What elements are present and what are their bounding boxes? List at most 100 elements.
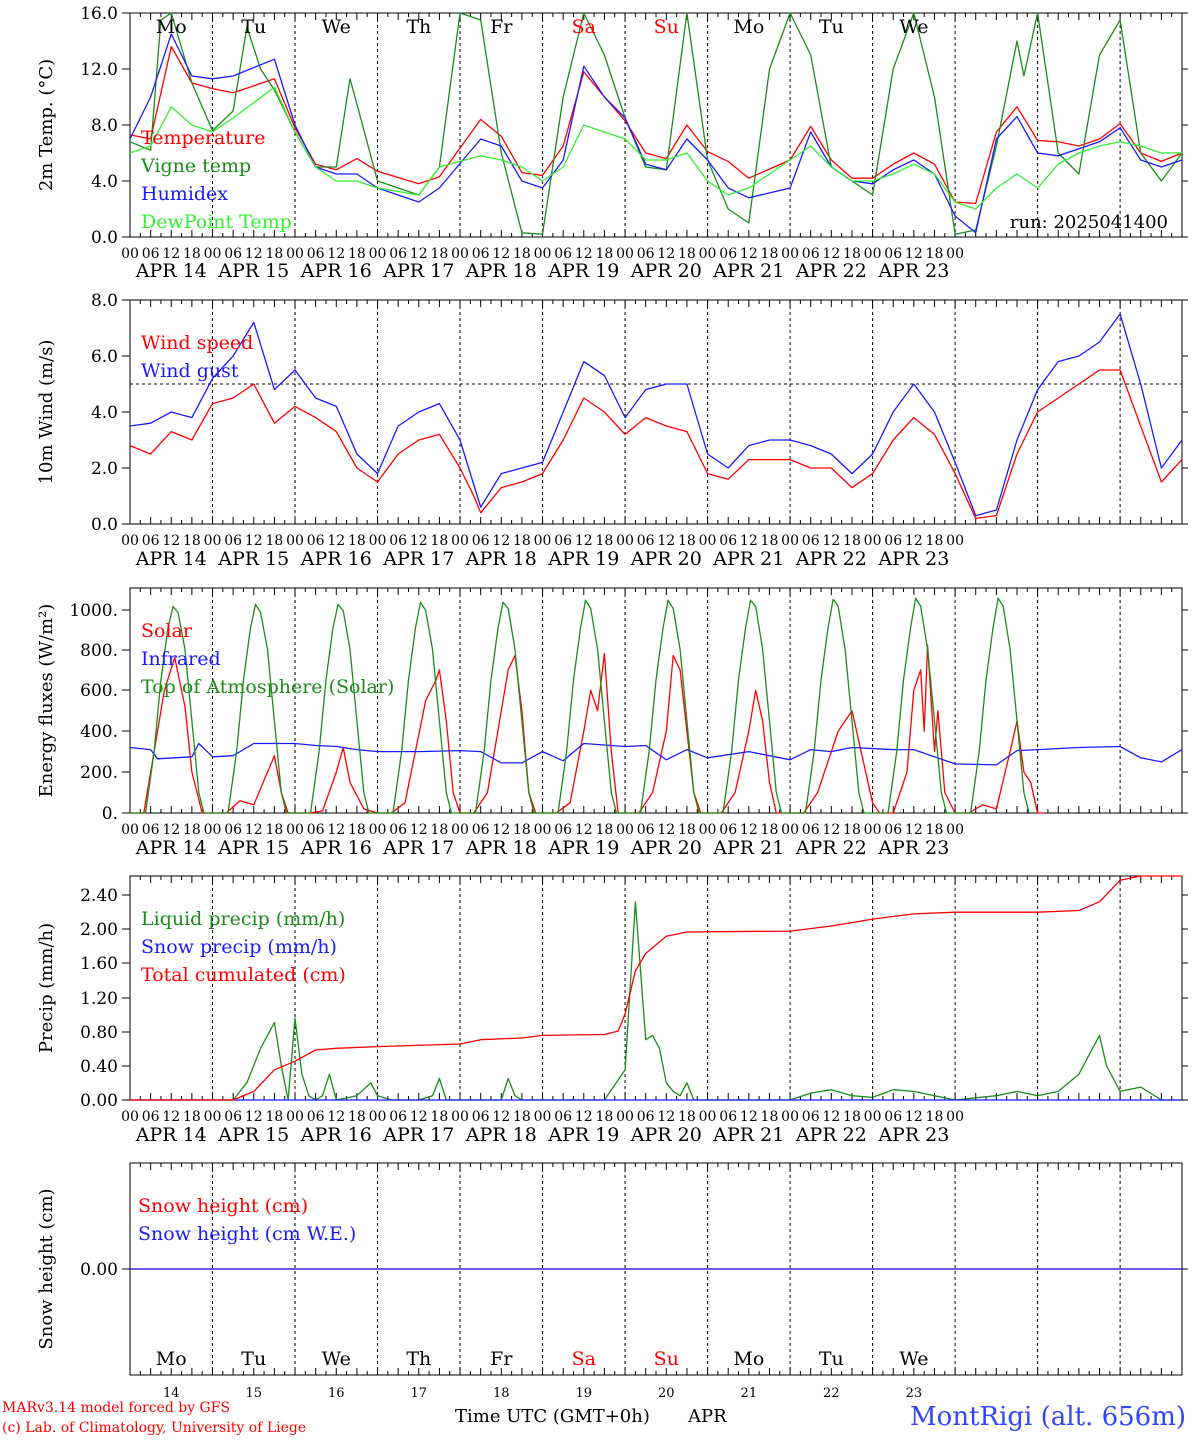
weekday-label: Mo: [733, 1348, 764, 1370]
day-number: 19: [576, 1386, 593, 1401]
day-number: 14: [163, 1386, 180, 1401]
day-label: APR 22: [795, 548, 867, 570]
hour-tick-label: 00: [616, 246, 634, 262]
hour-tick-label: 12: [905, 822, 923, 838]
series-line-dewpoint-temp: [129, 86, 1182, 210]
day-label: APR 15: [217, 260, 289, 282]
hour-tick-label: 18: [348, 1109, 366, 1125]
hour-tick-label: 00: [946, 533, 964, 549]
hour-tick-label: 06: [719, 822, 737, 838]
hour-tick-label: 18: [513, 246, 531, 262]
day-label: APR 17: [382, 260, 454, 282]
hour-tick-label: 12: [327, 246, 345, 262]
hour-tick-label: 18: [843, 533, 861, 549]
hour-tick-label: 12: [245, 246, 263, 262]
legend-entry: Solar: [141, 620, 193, 642]
day-number: 23: [906, 1386, 923, 1401]
hour-tick-label: 06: [719, 246, 737, 262]
day-label: APR 17: [382, 548, 454, 570]
hour-tick-label: 06: [719, 533, 737, 549]
hour-tick-label: 18: [761, 533, 779, 549]
hour-tick-label: 18: [513, 822, 531, 838]
day-label: APR 19: [547, 1124, 619, 1146]
hour-tick-label: 12: [410, 1109, 428, 1125]
hour-tick-label: 00: [451, 822, 469, 838]
hour-tick-label: 18: [678, 533, 696, 549]
day-label: APR 17: [382, 837, 454, 859]
hour-tick-label: 12: [657, 822, 675, 838]
series-line-wind-speed: [129, 369, 1183, 520]
series-line-vigne-temp: [129, 12, 1183, 235]
hour-tick-label: 00: [946, 1109, 964, 1125]
day-label: APR 23: [877, 548, 949, 570]
y-tick-label: 400.: [80, 722, 118, 742]
hour-tick-label: 18: [596, 1109, 614, 1125]
series-line-infrared: [129, 742, 1183, 766]
hour-tick-label: 12: [575, 822, 593, 838]
hour-tick-label: 18: [678, 246, 696, 262]
hour-tick-label: 12: [575, 1109, 593, 1125]
hour-tick-label: 12: [245, 1109, 263, 1125]
hour-tick-label: 18: [513, 1109, 531, 1125]
hour-tick-label: 12: [575, 533, 593, 549]
hour-tick-label: 18: [430, 1109, 448, 1125]
hour-tick-label: 00: [121, 246, 139, 262]
hour-tick-label: 00: [534, 246, 552, 262]
hour-tick-label: 18: [843, 246, 861, 262]
day-label: APR 19: [547, 260, 619, 282]
y-tick-label: 16.0: [80, 4, 118, 24]
hour-tick-label: 00: [451, 533, 469, 549]
hour-tick-label: 00: [286, 822, 304, 838]
hour-tick-label: 00: [286, 246, 304, 262]
series-line-wind-gust: [129, 313, 1183, 517]
hour-tick-label: 00: [204, 1109, 222, 1125]
hour-tick-label: 00: [121, 822, 139, 838]
weekday-label: Th: [406, 16, 431, 38]
month-label: APR: [688, 1406, 727, 1427]
day-label: APR 20: [630, 1124, 702, 1146]
legend-entry: Temperature: [141, 127, 265, 149]
hour-tick-label: 00: [616, 533, 634, 549]
hour-tick-label: 18: [265, 1109, 283, 1125]
weekday-label: Th: [406, 1348, 431, 1370]
weekday-label: We: [322, 1348, 351, 1370]
day-number: 18: [493, 1386, 510, 1401]
day-label: APR 17: [382, 1124, 454, 1146]
hour-tick-label: 12: [162, 533, 180, 549]
hour-tick-label: 06: [802, 1109, 820, 1125]
hour-tick-label: 06: [637, 822, 655, 838]
day-label: APR 14: [135, 837, 207, 859]
hour-tick-label: 00: [616, 822, 634, 838]
y-tick-label: 0.00: [80, 1091, 118, 1111]
day-number: 21: [741, 1386, 758, 1401]
panel-frame: [129, 12, 1183, 238]
hour-tick-label: 06: [389, 246, 407, 262]
day-label: APR 18: [465, 837, 537, 859]
hour-tick-label: 18: [678, 1109, 696, 1125]
weekday-label: Tu: [819, 16, 844, 38]
hour-tick-label: 06: [307, 533, 325, 549]
day-label: APR 22: [795, 260, 867, 282]
hour-tick-label: 00: [864, 533, 882, 549]
weekday-label: Su: [654, 1348, 679, 1370]
hour-tick-label: 06: [719, 1109, 737, 1125]
hour-tick-label: 00: [534, 822, 552, 838]
hour-tick-label: 00: [286, 533, 304, 549]
day-label: APR 16: [300, 548, 372, 570]
hour-tick-label: 06: [224, 1109, 242, 1125]
hour-tick-label: 00: [946, 822, 964, 838]
day-label: APR 23: [877, 837, 949, 859]
hour-tick-label: 12: [657, 533, 675, 549]
day-label: APR 19: [547, 837, 619, 859]
y-tick-label: 0.0: [91, 228, 118, 248]
hour-tick-label: 12: [822, 246, 840, 262]
hour-tick-label: 12: [905, 1109, 923, 1125]
hour-tick-label: 12: [740, 533, 758, 549]
day-label: APR 19: [547, 548, 619, 570]
weekday-label: Su: [654, 16, 679, 38]
y-tick-label: 200.: [80, 763, 118, 783]
hour-tick-label: 12: [822, 533, 840, 549]
hour-tick-label: 12: [740, 246, 758, 262]
hour-tick-label: 00: [121, 533, 139, 549]
